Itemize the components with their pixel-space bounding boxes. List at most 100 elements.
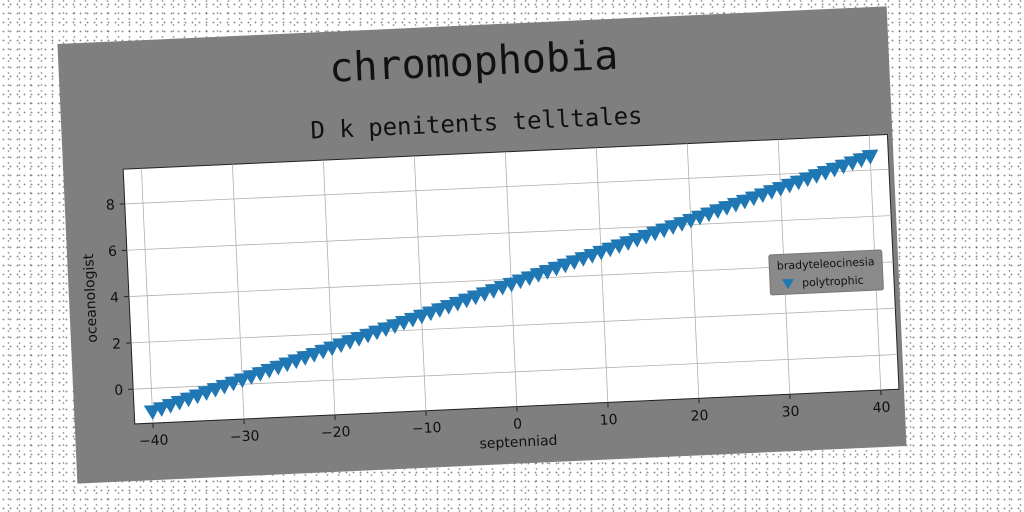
data-point <box>861 149 879 165</box>
data-point <box>305 347 323 363</box>
data-point <box>260 363 278 379</box>
data-point <box>188 388 206 405</box>
data-point <box>439 299 457 315</box>
x-tick-label: 30 <box>781 404 800 421</box>
y-tick-label: 4 <box>110 290 120 306</box>
data-point <box>197 385 215 401</box>
data-point <box>780 178 798 194</box>
data-point <box>161 398 179 414</box>
x-tick-label: 40 <box>872 400 891 417</box>
data-point <box>529 267 547 283</box>
data-point <box>726 197 744 213</box>
y-tick-label: 8 <box>106 197 116 213</box>
y-tick-label: 2 <box>112 336 122 352</box>
data-point <box>753 187 771 203</box>
data-point <box>637 229 655 245</box>
y-gridline <box>133 354 898 390</box>
data-point <box>547 261 565 277</box>
data-point <box>834 159 852 175</box>
data-point <box>843 155 861 172</box>
data-point <box>314 344 332 360</box>
data-point <box>735 194 753 210</box>
data-point <box>520 270 538 286</box>
data-point <box>628 232 646 248</box>
data-point <box>332 337 349 353</box>
y-axis-label: oceanologist <box>81 253 101 343</box>
data-point <box>179 392 197 408</box>
data-point <box>565 254 583 270</box>
data-point <box>762 184 780 200</box>
data-point <box>646 226 663 242</box>
data-point <box>233 372 251 389</box>
data-point <box>296 350 314 366</box>
x-tick-label: 10 <box>599 412 618 429</box>
data-point <box>475 286 493 302</box>
data-point <box>592 245 610 261</box>
data-point <box>798 171 816 188</box>
y-gridline <box>131 307 896 344</box>
data-point <box>655 222 672 239</box>
data-point <box>385 318 403 334</box>
data-point <box>619 235 637 251</box>
data-point <box>394 315 412 331</box>
data-point <box>601 242 619 258</box>
y-tick-label: 6 <box>108 244 118 260</box>
data-point <box>269 360 287 376</box>
data-point <box>403 312 421 328</box>
x-tick-label: −20 <box>321 424 351 441</box>
legend-label: polytrophic <box>802 274 864 290</box>
data-point <box>771 181 789 197</box>
y-gridline <box>126 215 892 251</box>
data-point <box>341 334 358 350</box>
data-point <box>152 401 170 417</box>
data-point <box>502 277 520 293</box>
legend-title: bradyteleocinesia <box>777 255 875 272</box>
data-point <box>251 366 269 382</box>
chart-figure: chromophobia D k penitents telltales −40… <box>57 6 907 484</box>
x-tick-label: −30 <box>230 428 260 445</box>
data-point <box>807 168 825 184</box>
data-point <box>206 382 224 398</box>
data-point <box>717 200 735 216</box>
x-axis-label: septenniad <box>479 433 558 453</box>
data-point <box>224 376 242 392</box>
data-point <box>852 152 870 168</box>
plot-svg: −40 −30 −20 −10 0 10 20 30 40 0 2 4 6 8 septenniad ocea… <box>81 133 900 453</box>
data-point <box>215 379 233 395</box>
data-point <box>457 293 475 309</box>
data-point <box>143 404 161 421</box>
x-tick-label: −40 <box>139 432 169 449</box>
data-point <box>574 251 592 267</box>
data-point <box>323 341 340 357</box>
data-point <box>242 369 260 385</box>
data-point <box>664 219 681 235</box>
y-gridline <box>124 168 890 205</box>
data-point <box>412 309 430 325</box>
data-point <box>816 165 834 181</box>
data-point <box>708 203 726 219</box>
data-point <box>556 258 574 274</box>
data-point <box>610 238 628 255</box>
data-point <box>368 325 385 341</box>
data-point <box>466 289 484 306</box>
x-tick-label: 20 <box>690 408 709 425</box>
data-point <box>493 280 511 296</box>
x-tick-label: −10 <box>412 420 442 437</box>
data-point <box>699 206 717 223</box>
legend-box <box>768 249 884 296</box>
data-point <box>350 331 367 347</box>
data-point <box>287 353 305 369</box>
data-point <box>170 395 188 411</box>
legend-marker <box>781 278 794 290</box>
x-tick-label: 0 <box>513 416 523 432</box>
data-point <box>430 302 448 318</box>
data-point <box>583 248 601 264</box>
data-point <box>690 210 708 226</box>
data-point <box>421 305 439 322</box>
data-point <box>538 264 556 280</box>
data-point <box>789 175 807 191</box>
data-point <box>511 274 529 290</box>
y-tick-label: 0 <box>114 383 124 399</box>
data-point <box>825 162 843 178</box>
data-point <box>278 357 296 373</box>
